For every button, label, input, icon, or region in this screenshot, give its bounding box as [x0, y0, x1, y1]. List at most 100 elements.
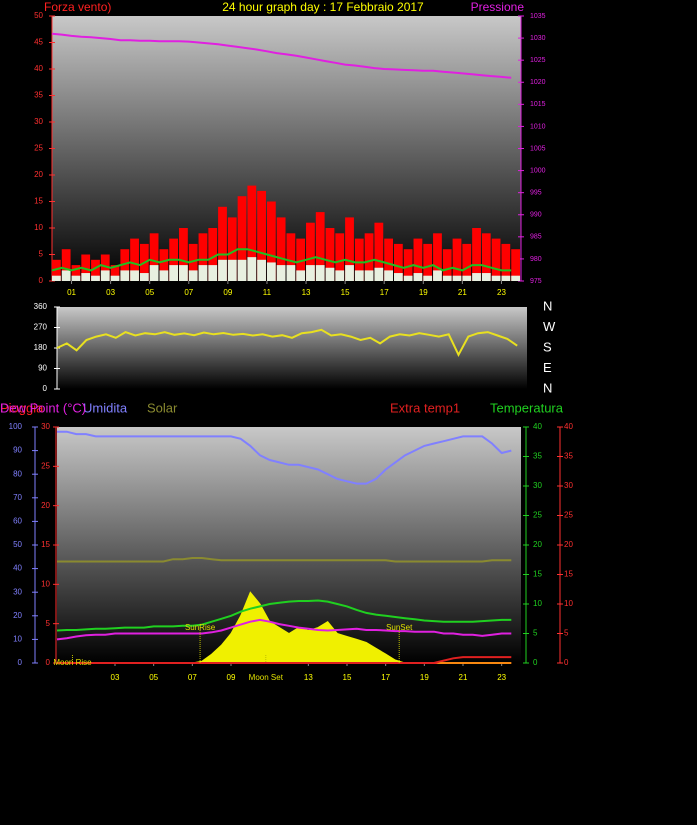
bar [452, 238, 462, 281]
x-tick-label: 03 [111, 673, 120, 682]
y-tick-label: 30 [41, 422, 50, 431]
y-tick-label: 0 [533, 658, 538, 667]
x-tick-label: 13 [304, 673, 313, 682]
bar [403, 275, 413, 281]
bar [501, 243, 511, 281]
legend-entry: Extra temp1 [390, 400, 460, 415]
bar [354, 270, 364, 281]
bar [237, 259, 247, 281]
bar [433, 270, 442, 281]
y-tick-label: 20 [564, 540, 573, 549]
bar [198, 265, 208, 281]
bar [276, 265, 286, 281]
y-tick-label: 60 [13, 517, 22, 526]
bar [120, 249, 130, 281]
bar [472, 228, 481, 281]
y-tick-label: 0 [18, 658, 23, 667]
plot-background [57, 427, 521, 663]
bar [149, 233, 159, 281]
y-tick-label: 0 [564, 658, 569, 667]
bar [188, 270, 198, 281]
legend-entry: Pioggia [0, 400, 44, 415]
y-tick-label: 25 [41, 461, 50, 470]
bar [139, 273, 149, 281]
bar [306, 265, 315, 281]
bar [218, 206, 227, 281]
y-tick-label: 35 [564, 452, 573, 461]
y-tick-label: 40 [34, 64, 43, 73]
bar [325, 267, 335, 281]
x-tick-label: 21 [458, 288, 467, 297]
y-tick-label: 90 [13, 446, 22, 455]
y-tick-label: 1010 [530, 123, 546, 130]
y-tick-label: E [543, 360, 552, 375]
bar [345, 217, 354, 281]
bar [247, 257, 257, 281]
y-tick-label: 80 [13, 469, 22, 478]
y-tick-label: 35 [533, 452, 542, 461]
bar [335, 233, 345, 281]
bar [452, 275, 462, 281]
y-tick-label: 35 [34, 91, 43, 100]
x-tick-label: 15 [341, 288, 350, 297]
bar [491, 238, 501, 281]
y-tick-label: 20 [13, 611, 22, 620]
plot-background [57, 307, 527, 389]
y-tick-label: 50 [13, 540, 22, 549]
bar [110, 275, 120, 281]
x-tick-label: 13 [302, 288, 311, 297]
bar [315, 212, 325, 281]
bar [472, 273, 481, 281]
y-tick-label: 70 [13, 493, 22, 502]
line [57, 430, 512, 485]
legend-entry: Solar [147, 400, 178, 415]
bar [433, 233, 442, 281]
y-tick-label: 995 [530, 190, 542, 197]
bar [462, 275, 472, 281]
y-axis-title: Forza vento) [44, 0, 111, 14]
line [51, 248, 512, 272]
line [57, 656, 512, 664]
bar [188, 243, 198, 281]
bar [179, 228, 188, 281]
y-tick-label: 10 [41, 579, 50, 588]
x-tick-label: 23 [497, 673, 506, 682]
y-tick-label: 1020 [530, 79, 546, 86]
y-tick-label: 10 [533, 599, 542, 608]
y-tick-label: 985 [530, 234, 542, 241]
bar [257, 259, 266, 281]
line [57, 557, 512, 563]
y2-axis-title: Pressione [471, 0, 525, 14]
y-tick-label: 5 [46, 619, 51, 628]
y-tick-label: 40 [13, 564, 22, 573]
bar [149, 265, 159, 281]
bar [81, 254, 91, 281]
y-tick-label: 990 [530, 212, 542, 219]
x-tick-label: 05 [149, 673, 158, 682]
y-tick-label: 1000 [530, 167, 546, 174]
y-tick-label: 25 [34, 144, 43, 153]
y-tick-label: 10 [34, 223, 43, 232]
bar [345, 265, 354, 281]
bar [306, 222, 315, 281]
bar [325, 228, 335, 281]
y-tick-label: 1005 [530, 145, 546, 152]
y-tick-label: N [543, 380, 552, 395]
bar [130, 270, 139, 281]
y-tick-label: 15 [533, 570, 542, 579]
bar [71, 275, 81, 281]
y-tick-label: 10 [13, 635, 22, 644]
x-tick-label: 11 [263, 288, 272, 297]
x-tick-label: 05 [145, 288, 154, 297]
line [56, 328, 518, 358]
y-tick-label: 1030 [530, 35, 546, 42]
x-tick-label: 23 [497, 288, 506, 297]
bar [511, 275, 521, 281]
bar [71, 265, 81, 281]
bar [110, 265, 120, 281]
bar [296, 238, 306, 281]
bar [61, 249, 71, 281]
bar [364, 233, 374, 281]
bar [423, 243, 433, 281]
